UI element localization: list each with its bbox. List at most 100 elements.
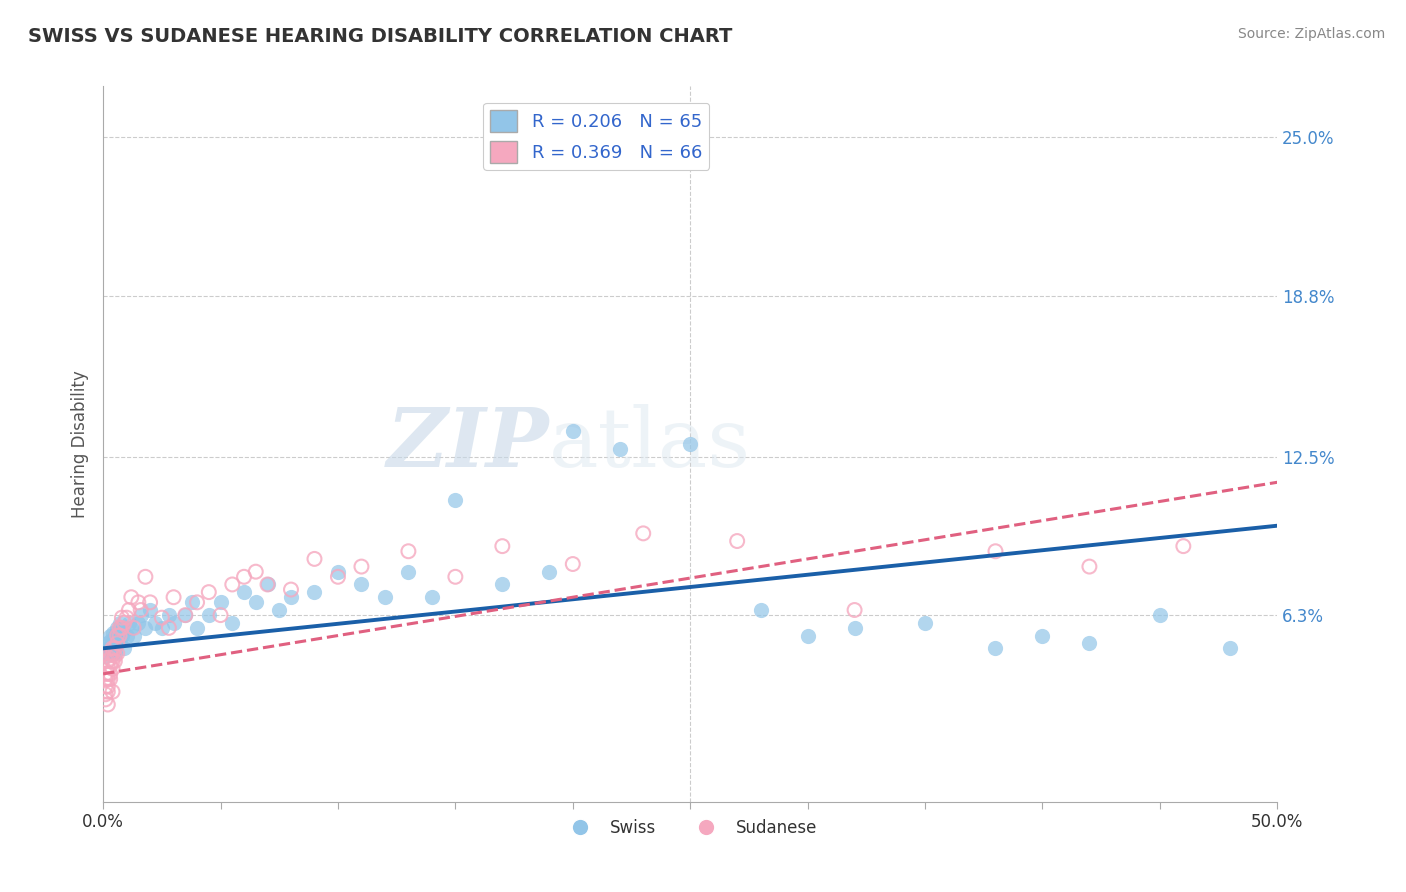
Text: SWISS VS SUDANESE HEARING DISABILITY CORRELATION CHART: SWISS VS SUDANESE HEARING DISABILITY COR… — [28, 27, 733, 45]
Point — [105, 636, 128, 650]
Point — [98, 651, 121, 665]
Point — [97, 698, 120, 712]
Point — [108, 633, 131, 648]
Point — [94, 687, 117, 701]
Point — [105, 628, 128, 642]
Point — [127, 595, 149, 609]
Point — [304, 552, 326, 566]
Point — [1219, 641, 1241, 656]
Point — [104, 641, 127, 656]
Point — [186, 595, 208, 609]
Point — [101, 654, 124, 668]
Point — [326, 565, 349, 579]
Point — [105, 628, 128, 642]
Point — [105, 621, 128, 635]
Point — [157, 608, 180, 623]
Point — [115, 628, 138, 642]
Point — [98, 672, 121, 686]
Point — [115, 610, 138, 624]
Point — [98, 628, 121, 642]
Point — [269, 603, 291, 617]
Point — [104, 647, 127, 661]
Point — [444, 570, 467, 584]
Point — [118, 615, 141, 630]
Point — [98, 641, 121, 656]
Point — [491, 577, 513, 591]
Point — [104, 648, 127, 663]
Text: ZIP: ZIP — [387, 404, 550, 484]
Point — [112, 615, 135, 630]
Point — [162, 615, 184, 630]
Point — [796, 628, 818, 642]
Point — [420, 591, 443, 605]
Point — [112, 641, 135, 656]
Point — [108, 621, 131, 635]
Point — [94, 648, 117, 663]
Point — [209, 595, 232, 609]
Legend: Swiss, Sudanese: Swiss, Sudanese — [557, 812, 824, 843]
Point — [679, 437, 702, 451]
Point — [111, 628, 134, 642]
Point — [97, 666, 120, 681]
Point — [97, 641, 120, 656]
Point — [150, 621, 173, 635]
Point — [150, 610, 173, 624]
Point — [120, 591, 142, 605]
Point — [844, 603, 866, 617]
Point — [984, 641, 1007, 656]
Point — [104, 641, 127, 656]
Point — [157, 621, 180, 635]
Point — [101, 626, 124, 640]
Point — [749, 603, 772, 617]
Point — [97, 647, 120, 661]
Point — [1173, 539, 1195, 553]
Point — [396, 565, 419, 579]
Point — [97, 680, 120, 694]
Y-axis label: Hearing Disability: Hearing Disability — [72, 370, 89, 518]
Point — [181, 595, 204, 609]
Point — [350, 577, 373, 591]
Point — [111, 621, 134, 635]
Text: Source: ZipAtlas.com: Source: ZipAtlas.com — [1237, 27, 1385, 41]
Point — [256, 577, 278, 591]
Point — [233, 585, 256, 599]
Point — [97, 636, 120, 650]
Point — [198, 608, 221, 623]
Point — [127, 615, 149, 630]
Point — [98, 633, 121, 648]
Point — [280, 582, 302, 597]
Point — [97, 684, 120, 698]
Point — [561, 557, 583, 571]
Point — [209, 608, 232, 623]
Point — [104, 628, 127, 642]
Point — [1031, 628, 1053, 642]
Point — [105, 647, 128, 661]
Point — [98, 647, 121, 661]
Point — [101, 641, 124, 656]
Point — [108, 615, 131, 630]
Point — [122, 621, 145, 635]
Point — [104, 636, 127, 650]
Point — [111, 621, 134, 635]
Point — [129, 608, 152, 623]
Point — [1078, 636, 1101, 650]
Point — [631, 526, 654, 541]
Point — [350, 559, 373, 574]
Point — [444, 493, 467, 508]
Point — [221, 615, 243, 630]
Point — [245, 565, 267, 579]
Point — [984, 544, 1007, 558]
Point — [94, 692, 117, 706]
Point — [134, 621, 156, 635]
Point — [221, 577, 243, 591]
Point — [914, 615, 936, 630]
Point — [280, 591, 302, 605]
Point — [304, 585, 326, 599]
Point — [97, 672, 120, 686]
Point — [129, 603, 152, 617]
Point — [1078, 559, 1101, 574]
Point — [256, 577, 278, 591]
Point — [134, 570, 156, 584]
Point — [374, 591, 396, 605]
Text: atlas: atlas — [550, 404, 751, 484]
